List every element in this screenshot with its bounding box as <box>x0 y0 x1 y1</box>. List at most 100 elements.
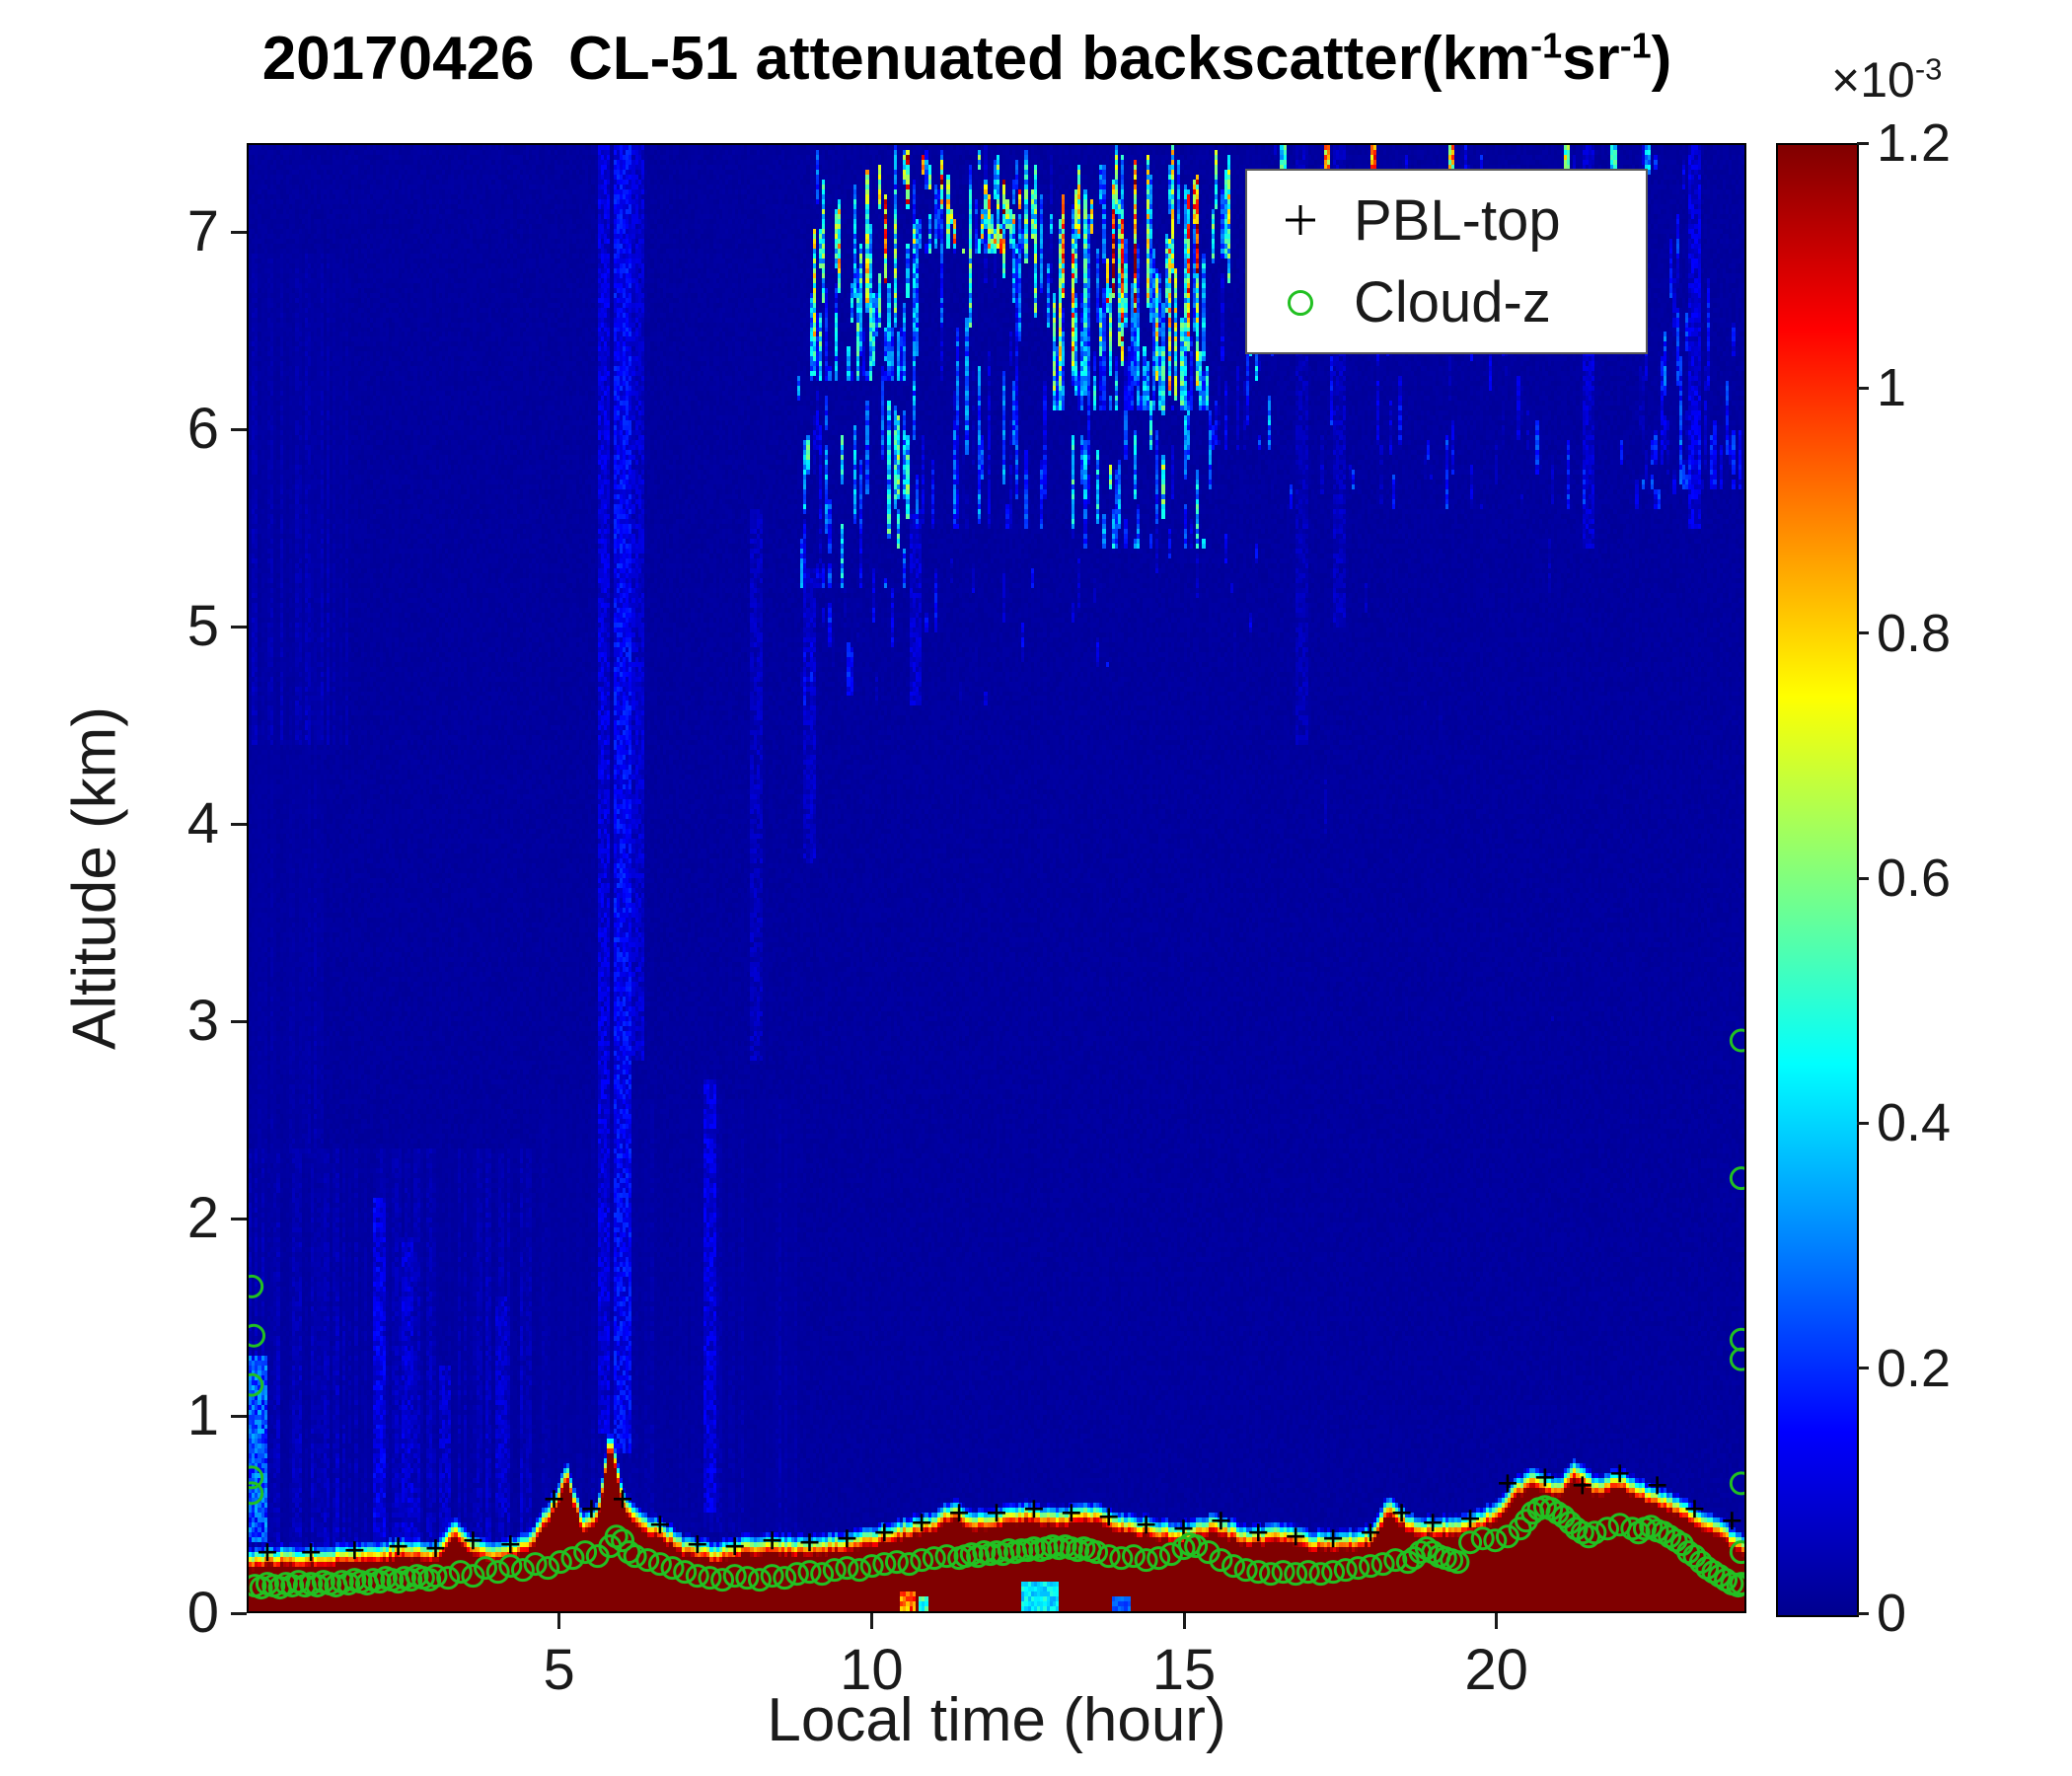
cloud-z-marker <box>835 1556 859 1581</box>
y-tick-label: 2 <box>186 1186 219 1250</box>
cloud-z-marker <box>710 1568 735 1592</box>
cloud-z-marker <box>474 1556 498 1581</box>
cloud-z-marker <box>1246 1560 1271 1585</box>
pbl-top-marker <box>875 1523 894 1542</box>
pbl-top-marker <box>1287 1527 1305 1546</box>
pbl-top-marker <box>1573 1476 1591 1495</box>
pbl-top-marker <box>464 1531 482 1550</box>
colorbar-exponent: ×10-3 <box>1831 51 1942 109</box>
pbl-top-marker <box>800 1533 819 1552</box>
cloud-z-marker <box>1196 1540 1221 1565</box>
cloud-z-marker <box>922 1546 946 1571</box>
cloud-z-marker <box>1682 1544 1707 1569</box>
pbl-top-marker <box>650 1516 669 1534</box>
cloud-z-marker <box>1233 1558 1258 1583</box>
cloud-z-marker <box>673 1560 698 1585</box>
cloud-z-marker <box>859 1554 884 1579</box>
y-tick-label: 0 <box>186 1581 219 1645</box>
colorbar-tick <box>1857 1367 1869 1370</box>
y-tick <box>231 427 247 431</box>
pbl-top-marker <box>1610 1464 1629 1483</box>
pbl-top-marker <box>950 1504 969 1522</box>
cloud-z-marker <box>573 1540 598 1565</box>
cloud-z-marker <box>560 1546 585 1571</box>
cloud-z-marker <box>249 1323 266 1348</box>
cloud-z-marker <box>685 1564 709 1589</box>
y-tick-label: 7 <box>186 199 219 263</box>
pbl-top-marker <box>725 1537 744 1556</box>
colorbar-tick-label: 1.2 <box>1877 113 1952 173</box>
x-tick <box>557 1613 561 1629</box>
cloud-z-marker <box>1295 1560 1320 1585</box>
cloud-z-marker <box>1321 1560 1346 1585</box>
y-tick-label: 5 <box>186 594 219 658</box>
colorbar-tick <box>1857 1611 1869 1615</box>
cloud-z-marker <box>1729 1471 1744 1496</box>
cloud-z-marker <box>1271 1560 1295 1585</box>
cloud-z-marker <box>498 1554 523 1579</box>
y-tick <box>231 1019 247 1023</box>
cloud-z-marker <box>611 1528 634 1553</box>
legend-label-pbl-top: PBL-top <box>1354 187 1561 253</box>
cloud-z-marker <box>1583 1520 1607 1545</box>
cloud-z-marker <box>722 1564 747 1589</box>
pbl-top-marker <box>1062 1504 1080 1522</box>
x-tick-label: 20 <box>1464 1638 1528 1702</box>
cloud-z-marker <box>660 1556 685 1581</box>
cloud-z-marker <box>1209 1548 1233 1573</box>
pbl-top-marker <box>545 1490 563 1509</box>
colorbar-tick-label: 0.2 <box>1877 1338 1952 1398</box>
cloud-z-marker <box>1333 1558 1358 1583</box>
title-close-paren: ) <box>1651 25 1672 93</box>
y-tick <box>231 230 247 234</box>
legend-item-cloud-z: Cloud-z <box>1247 269 1646 335</box>
pbl-top-marker <box>1723 1512 1741 1530</box>
pbl-top-marker <box>1498 1474 1517 1493</box>
pbl-top-marker <box>501 1535 520 1554</box>
plot-area: PBL-top Cloud-z <box>247 143 1746 1613</box>
marker-overlay <box>249 1028 1744 1600</box>
cloud-z-marker <box>1184 1534 1209 1559</box>
pbl-top-marker <box>1461 1510 1480 1528</box>
pbl-top-marker <box>1535 1468 1554 1487</box>
cloud-z-marker <box>1729 1166 1744 1191</box>
cloud-z-marker <box>1595 1517 1620 1541</box>
chart-title: 20170426 CL-51 attenuated backscatter(km… <box>262 24 1672 94</box>
cloud-z-marker <box>1445 1550 1470 1575</box>
pbl-top-marker <box>913 1514 931 1532</box>
pbl-top-marker <box>1362 1523 1379 1542</box>
cloud-z-marker <box>784 1562 809 1587</box>
colorbar-tick <box>1857 631 1869 635</box>
colorbar-tick <box>1857 876 1869 880</box>
colorbar-tick <box>1857 386 1869 390</box>
pbl-top-marker <box>582 1500 601 1518</box>
cloud-z-marker <box>1729 1347 1744 1371</box>
cloud-z-marker <box>735 1566 760 1591</box>
colorbar <box>1776 143 1859 1617</box>
exponent-power: -3 <box>1914 51 1943 87</box>
x-tick-label: 5 <box>543 1638 575 1702</box>
cloud-z-marker <box>1729 1540 1744 1565</box>
y-tick-label: 1 <box>186 1383 219 1447</box>
y-tick <box>231 625 247 629</box>
y-tick-label: 4 <box>186 791 219 855</box>
x-tick-label: 10 <box>840 1638 904 1702</box>
cloud-z-marker <box>698 1566 722 1591</box>
pbl-top-marker <box>763 1531 781 1550</box>
cloud-z-marker <box>635 1548 660 1573</box>
cloud-z-marker <box>623 1544 647 1569</box>
pbl-top-marker <box>1024 1500 1043 1518</box>
pbl-top-marker <box>1392 1504 1411 1522</box>
pbl-top-marker <box>688 1535 706 1554</box>
cloud-z-marker <box>1514 1509 1538 1533</box>
plus-marker-icon <box>1247 199 1354 241</box>
title-sup-1: -1 <box>1530 25 1563 66</box>
pbl-top-marker <box>1212 1512 1230 1530</box>
pbl-top-marker <box>426 1539 445 1558</box>
legend-item-pbl-top: PBL-top <box>1247 187 1646 254</box>
x-tick <box>1495 1613 1499 1629</box>
y-tick <box>231 1414 247 1418</box>
cloud-z-marker <box>1729 1327 1744 1352</box>
cloud-z-marker <box>523 1552 548 1577</box>
